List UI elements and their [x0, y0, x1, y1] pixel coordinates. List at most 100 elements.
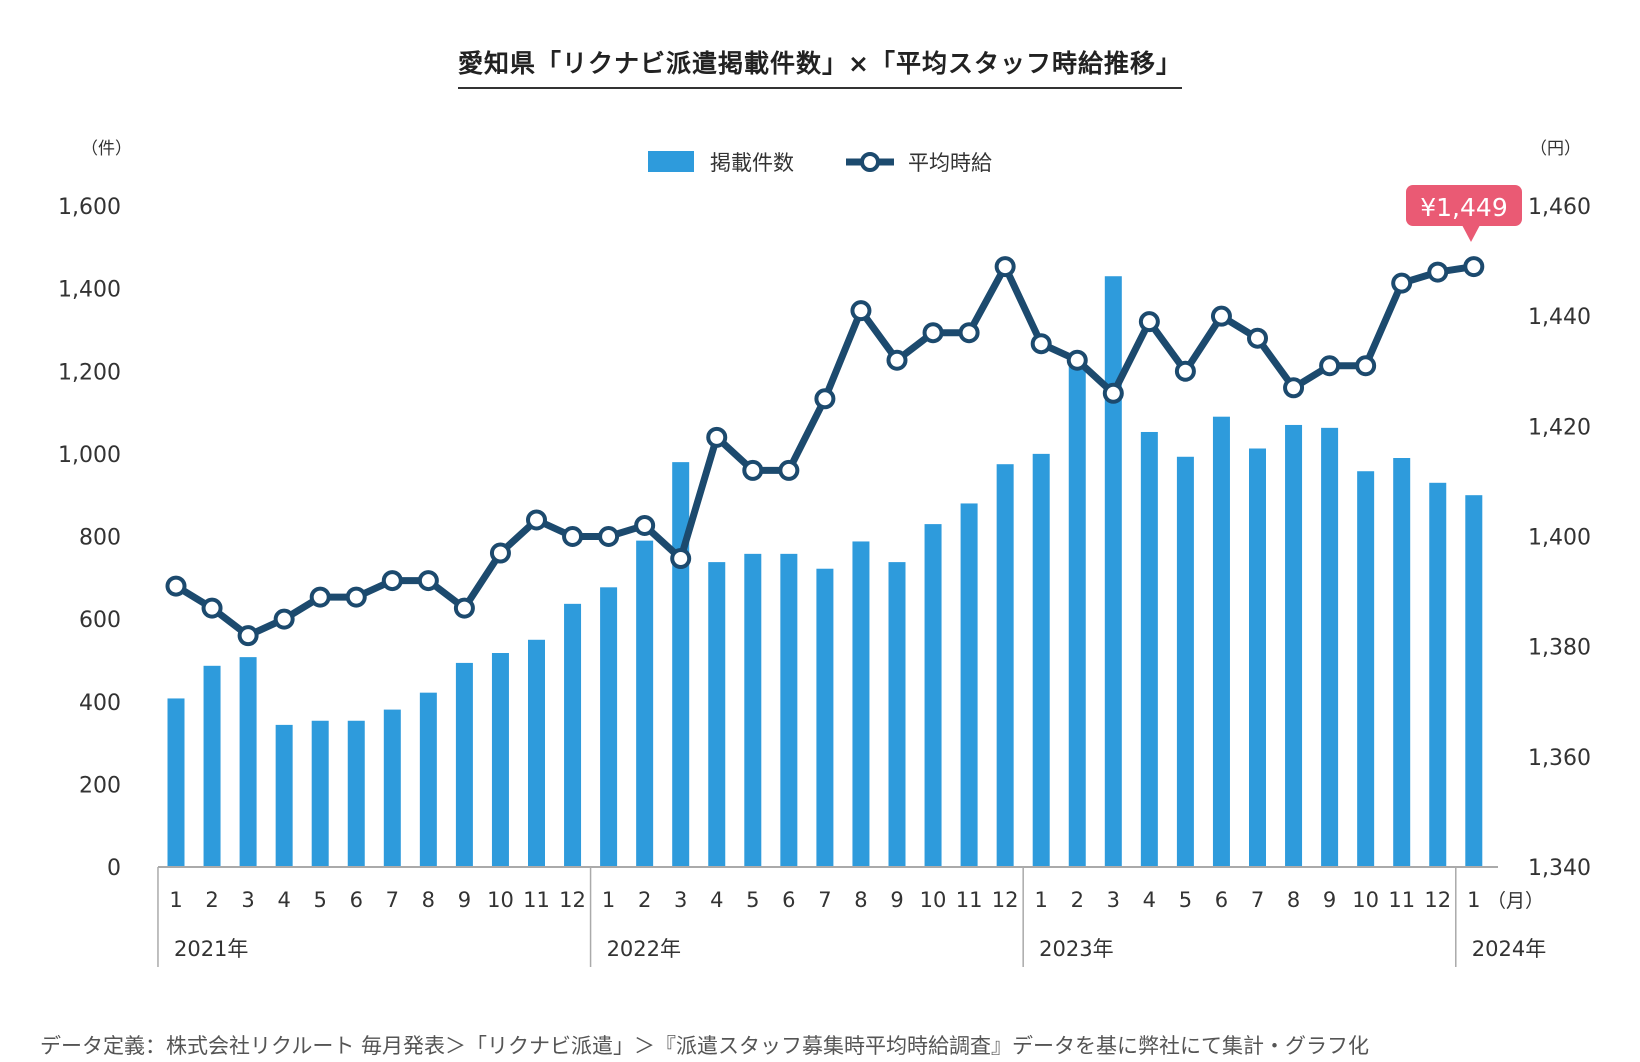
month-label: 9 — [1323, 888, 1336, 912]
year-label: 2021年 — [174, 937, 248, 961]
bar — [672, 462, 690, 867]
month-label: 6 — [1215, 888, 1228, 912]
wage-marker — [1463, 256, 1485, 278]
left-tick-label: 1,600 — [58, 195, 121, 220]
month-label: 9 — [890, 888, 903, 912]
bar — [564, 603, 582, 867]
bar — [1357, 471, 1375, 867]
month-label: 8 — [854, 888, 867, 912]
bar — [455, 662, 473, 867]
bar — [383, 709, 401, 867]
bar — [203, 665, 221, 867]
legend-line-label: 平均時給 — [908, 151, 992, 175]
wage-marker — [1102, 382, 1124, 404]
wage-marker — [886, 349, 908, 371]
year-label: 2022年 — [607, 937, 681, 961]
wage-marker — [273, 608, 295, 630]
left-tick-label: 600 — [79, 608, 121, 633]
bar — [1176, 456, 1194, 867]
footnote: データ定義：株式会社リクルート 毎月発表＞「リクナビ派遣」＞『派遣スタッフ募集時… — [40, 1034, 1370, 1058]
month-label: 7 — [818, 888, 831, 912]
bar-series — [167, 276, 1483, 867]
bar — [888, 562, 906, 867]
month-label: 8 — [422, 888, 435, 912]
wage-marker — [237, 625, 259, 647]
bar — [311, 720, 329, 867]
left-tick-label: 400 — [79, 691, 121, 716]
wage-marker — [1391, 272, 1413, 294]
callout-label: ¥1,449 — [1420, 193, 1507, 222]
left-axis-unit: （件） — [81, 139, 132, 159]
bar — [1212, 416, 1230, 867]
wage-marker — [1066, 349, 1088, 371]
month-label: 3 — [674, 888, 687, 912]
month-label: 3 — [1107, 888, 1120, 912]
month-label: 4 — [710, 888, 723, 912]
wage-marker — [201, 597, 223, 619]
bar — [1140, 431, 1158, 867]
right-tick-label: 1,380 — [1528, 636, 1591, 661]
x-axis-year-labels: 2021年 2022年 2023年 2024年 — [174, 937, 1546, 961]
bar — [239, 657, 257, 867]
month-label: 10 — [1352, 888, 1379, 912]
year-label: 2024年 — [1472, 937, 1546, 961]
left-tick-label: 200 — [79, 773, 121, 798]
wage-marker — [742, 459, 764, 481]
month-label: 1 — [1035, 888, 1048, 912]
bar — [1393, 458, 1411, 867]
bar — [1249, 448, 1266, 867]
bar — [1429, 482, 1447, 867]
bar — [528, 639, 545, 867]
combo-chart: 掲載件数 平均時給 （件） （円） 0 200 400 600 800 1,000 1,20… — [58, 139, 1591, 967]
wage-marker — [1210, 305, 1232, 327]
month-label: 11 — [1388, 888, 1415, 912]
wage-marker — [922, 322, 944, 344]
left-axis-ticks: 0 200 400 600 800 1,000 1,200 1,400 1,600 — [58, 195, 121, 881]
bar — [491, 653, 509, 867]
bar — [275, 724, 293, 867]
right-tick-label: 1,460 — [1528, 195, 1591, 220]
bar — [1321, 427, 1339, 867]
month-label: 2 — [638, 888, 651, 912]
x-axis-month-labels: 1 2 3 4 5 6 7 8 9 10 11 12 1 2 3 4 5 6 7 8 9 10 11 12 1 2 3 4 5 6 7 8 9 1… — [169, 888, 1480, 912]
wage-marker — [345, 586, 367, 608]
month-label: 6 — [782, 888, 795, 912]
month-label: 1 — [1467, 888, 1480, 912]
right-tick-label: 1,360 — [1528, 746, 1591, 771]
wage-marker — [562, 526, 584, 547]
month-label: 5 — [746, 888, 759, 912]
right-tick-label: 1,340 — [1528, 856, 1591, 881]
wage-marker — [994, 256, 1016, 278]
wage-marker — [850, 300, 872, 322]
right-tick-label: 1,420 — [1528, 415, 1591, 440]
month-label: 12 — [559, 888, 586, 912]
month-label: 7 — [1251, 888, 1264, 912]
bar — [1104, 276, 1122, 867]
bar — [419, 692, 437, 867]
wage-marker — [453, 597, 475, 619]
right-tick-label: 1,400 — [1528, 526, 1591, 551]
wage-marker — [1355, 355, 1377, 377]
month-label: 3 — [241, 888, 254, 912]
chart-title: 愛知県「リクナビ派遣掲載件数」×「平均スタッフ時給推移」 — [458, 44, 1182, 89]
bar — [347, 720, 365, 867]
wage-marker — [489, 542, 511, 564]
wage-marker — [165, 575, 187, 597]
bar — [1285, 424, 1303, 867]
month-label: 2 — [205, 888, 218, 912]
wage-marker — [634, 514, 656, 536]
year-dividers — [157, 867, 1457, 967]
right-axis-ticks: 1,340 1,360 1,380 1,400 1,420 1,440 1,460 — [1528, 195, 1591, 881]
callout-box — [1406, 185, 1522, 226]
bar — [996, 464, 1014, 867]
wage-marker — [1174, 360, 1196, 382]
month-label: 10 — [487, 888, 514, 912]
legend-bar-label: 掲載件数 — [710, 151, 794, 175]
bar — [780, 553, 798, 867]
bar — [1465, 495, 1483, 867]
left-tick-label: 1,200 — [58, 360, 121, 385]
bar — [636, 540, 654, 867]
x-axis-unit: （月） — [1487, 890, 1544, 912]
month-label: 11 — [523, 888, 550, 912]
wage-marker — [598, 526, 620, 547]
